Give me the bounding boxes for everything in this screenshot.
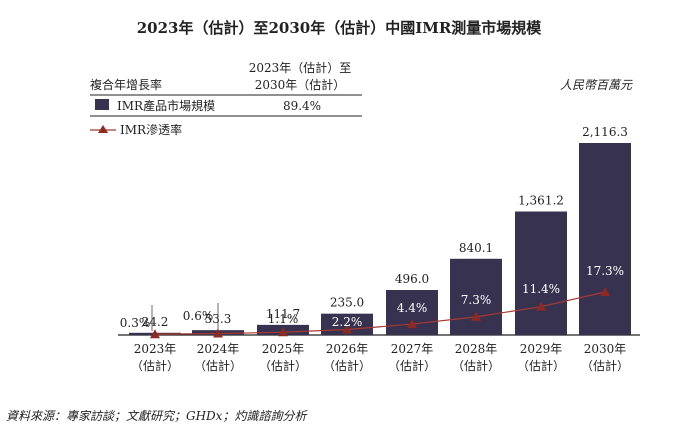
x-tick-sublabel-7: （估計） [581,358,629,373]
line-legend-label: IMR滲透率 [120,122,182,137]
chart-title: 2023年（估計）至2030年（估計）中國IMR測量市場規模 [137,19,543,37]
bar-value-label-5: 840.1 [459,241,493,255]
line-marker-1 [213,328,223,338]
line-legend-marker [98,125,108,133]
x-tick-sublabel-0: （估計） [131,358,179,373]
x-tick-sublabel-5: （估計） [452,358,500,373]
line-marker-4 [407,319,417,329]
plot-area: 24.22023年（估計）53.32024年（估計）111.72025年（估計）… [118,125,640,373]
period-header-line2: 2030年（估計） [255,77,346,92]
legend-table: 2023年（估計）至 2030年（估計） 複合年增長率 IMR產品市場規模 89… [90,60,362,137]
bar-value-label-7: 2,116.3 [582,125,628,139]
bar-cagr-value: 89.4% [283,99,321,113]
x-tick-label-6: 2029年 [520,342,563,356]
x-tick-label-4: 2027年 [391,342,434,356]
x-tick-label-3: 2026年 [326,342,369,356]
x-tick-label-1: 2024年 [197,342,240,356]
bar-value-label-2: 111.7 [266,307,300,321]
bar-legend-label: IMR產品市場規模 [117,98,215,113]
bar-value-label-6: 1,361.2 [518,194,564,208]
x-tick-label-7: 2030年 [584,342,627,356]
source-note: 資料來源：專家訪談；文獻研究；GHDx；灼識諮詢分析 [6,409,308,423]
line-value-label-6: 11.4% [522,282,560,296]
bar-value-label-0: 24.2 [142,315,169,329]
bar-value-label-3: 235.0 [330,296,364,310]
x-tick-sublabel-6: （估計） [517,358,565,373]
line-marker-5 [471,311,481,321]
line-marker-0 [150,329,160,339]
line-value-label-5: 7.3% [461,293,492,307]
bar-6 [515,211,567,335]
x-tick-label-5: 2028年 [455,342,498,356]
cagr-label: 複合年增長率 [90,77,162,92]
line-marker-2 [278,327,288,337]
x-tick-sublabel-4: （估計） [388,358,436,373]
penetration-line [154,291,606,335]
x-tick-label-0: 2023年 [134,342,177,356]
bar-7 [579,143,631,335]
bar-value-label-4: 496.0 [395,272,429,286]
x-tick-label-2: 2025年 [262,342,305,356]
line-value-label-3: 2.2% [332,315,363,329]
x-tick-sublabel-1: （估計） [194,358,242,373]
line-marker-6 [536,301,546,311]
line-marker-7 [600,287,610,296]
unit-label: 人民幣百萬元 [560,78,633,92]
period-header-line1: 2023年（估計）至 [249,60,352,75]
line-value-label-2: 1.1% [268,312,299,326]
line-marker-3 [342,324,352,334]
bar-5 [450,258,502,335]
bar-legend-swatch [95,99,109,110]
line-value-label-7: 17.3% [586,264,624,278]
line-value-label-1: 0.6% [183,309,214,323]
x-tick-sublabel-3: （估計） [323,358,371,373]
x-tick-sublabel-2: （估計） [259,358,307,373]
line-value-label-4: 4.4% [397,301,428,315]
line-value-label-0: 0.3% [120,316,151,330]
